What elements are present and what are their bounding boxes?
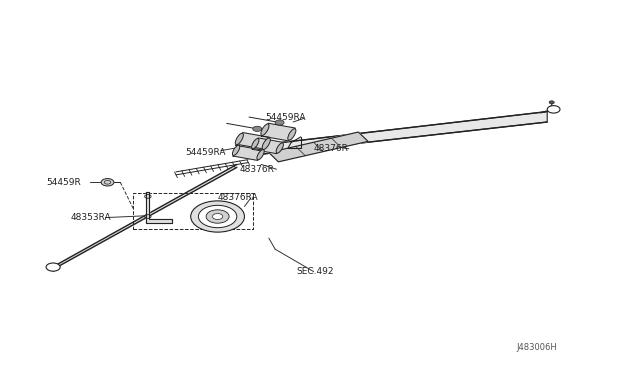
- Ellipse shape: [232, 145, 240, 155]
- Text: 48376R: 48376R: [314, 144, 348, 153]
- Polygon shape: [54, 164, 237, 269]
- Polygon shape: [146, 192, 172, 223]
- Polygon shape: [269, 132, 368, 162]
- Circle shape: [549, 101, 554, 104]
- Polygon shape: [262, 123, 295, 141]
- Polygon shape: [236, 132, 269, 150]
- Text: 54459R: 54459R: [46, 178, 81, 187]
- Circle shape: [101, 179, 114, 186]
- Text: 48376RA: 48376RA: [218, 193, 258, 202]
- Ellipse shape: [276, 143, 284, 153]
- Ellipse shape: [262, 138, 270, 150]
- Ellipse shape: [288, 129, 296, 140]
- Text: 54459RA: 54459RA: [186, 148, 226, 157]
- Circle shape: [275, 120, 284, 125]
- Circle shape: [253, 126, 262, 131]
- Text: J483006H: J483006H: [516, 343, 557, 352]
- Circle shape: [212, 214, 223, 219]
- Ellipse shape: [236, 133, 243, 145]
- Polygon shape: [233, 145, 264, 160]
- Ellipse shape: [261, 124, 269, 135]
- Polygon shape: [252, 138, 283, 154]
- Text: 54459RA: 54459RA: [266, 113, 306, 122]
- Circle shape: [198, 205, 237, 228]
- Circle shape: [191, 201, 244, 232]
- Text: SEC.492: SEC.492: [296, 267, 334, 276]
- Ellipse shape: [257, 150, 264, 160]
- Circle shape: [547, 106, 560, 113]
- Text: 48353RA: 48353RA: [70, 213, 111, 222]
- Circle shape: [206, 210, 229, 223]
- Polygon shape: [243, 112, 547, 156]
- Text: 48376R: 48376R: [240, 165, 275, 174]
- Ellipse shape: [252, 138, 259, 149]
- Circle shape: [46, 263, 60, 271]
